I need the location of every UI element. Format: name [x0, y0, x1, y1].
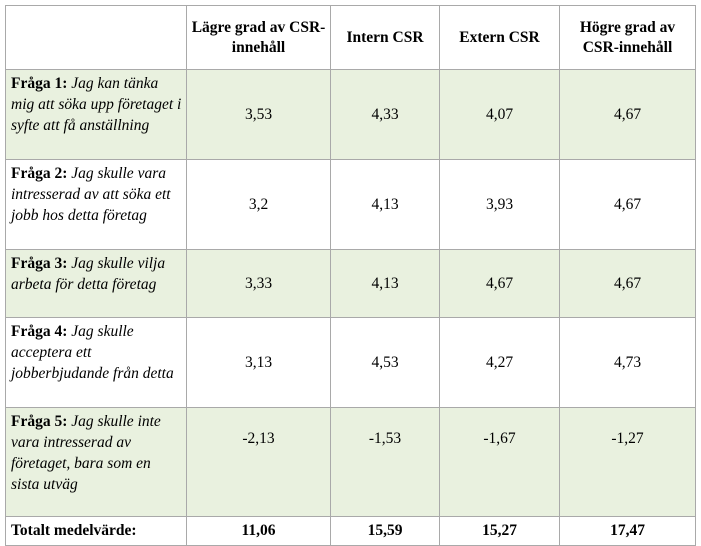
question-cell: Fråga 4: Jag skulle acceptera ett jobber…: [5, 317, 187, 408]
value-cell: 3,33: [186, 249, 331, 318]
value-cell: 3,2: [186, 159, 331, 250]
value-cell: 4,27: [439, 317, 560, 408]
table-row: Fråga 1: Jag kan tänka mig att söka upp …: [5, 69, 696, 160]
question-separator: :: [62, 75, 68, 92]
question-separator: :: [62, 413, 68, 430]
header-cell-internal-csr: Intern CSR: [330, 5, 440, 70]
results-table: Lägre grad av CSR-innehåll Intern CSR Ex…: [5, 5, 696, 546]
header-cell-higher-csr: Högre grad av CSR-innehåll: [559, 5, 696, 70]
value-cell: 3,53: [186, 69, 331, 160]
value-cell: 4,67: [439, 249, 560, 318]
question-label: Fråga 5: [11, 413, 63, 430]
table-row: Fråga 2: Jag skulle vara intresserad av …: [5, 159, 696, 250]
total-label: Totalt medelvärde:: [5, 516, 187, 546]
header-cell-lower-csr: Lägre grad av CSR-innehåll: [186, 5, 331, 70]
header-cell-empty: [5, 5, 187, 70]
value-cell: -1,53: [330, 407, 440, 517]
table-row: Fråga 3: Jag skulle vilja arbeta för det…: [5, 249, 696, 318]
value-cell: 4,33: [330, 69, 440, 160]
question-text: Jag skulle vara intresserad av att söka …: [11, 165, 171, 224]
value-cell: 3,93: [439, 159, 560, 250]
results-table-container: Lägre grad av CSR-innehåll Intern CSR Ex…: [5, 5, 696, 546]
value-cell: -1,67: [439, 407, 560, 517]
question-text: Jag skulle acceptera ett jobberbjudande …: [11, 323, 174, 382]
question-label: Fråga 4: [11, 323, 63, 340]
value-cell: 4,07: [439, 69, 560, 160]
value-cell: 3,13: [186, 317, 331, 408]
value-cell: 4,67: [559, 249, 696, 318]
question-cell: Fråga 1: Jag kan tänka mig att söka upp …: [5, 69, 187, 160]
question-separator: :: [62, 165, 68, 182]
total-value: 15,59: [330, 516, 440, 546]
question-cell: Fråga 3: Jag skulle vilja arbeta för det…: [5, 249, 187, 318]
question-text: Jag skulle vilja arbeta för detta företa…: [11, 255, 166, 293]
question-separator: :: [62, 255, 68, 272]
value-cell: 4,67: [559, 69, 696, 160]
table-row: Fråga 4: Jag skulle acceptera ett jobber…: [5, 317, 696, 408]
question-label: Fråga 1: [11, 75, 63, 92]
value-cell: 4,13: [330, 249, 440, 318]
question-separator: :: [62, 323, 68, 340]
total-value: 11,06: [186, 516, 331, 546]
total-value: 17,47: [559, 516, 696, 546]
total-row: Totalt medelvärde: 11,06 15,59 15,27 17,…: [5, 516, 696, 546]
value-cell: 4,53: [330, 317, 440, 408]
value-cell: -1,27: [559, 407, 696, 517]
header-cell-external-csr: Extern CSR: [439, 5, 560, 70]
value-cell: 4,73: [559, 317, 696, 408]
header-row: Lägre grad av CSR-innehåll Intern CSR Ex…: [5, 5, 696, 70]
question-cell: Fråga 2: Jag skulle vara intresserad av …: [5, 159, 187, 250]
value-cell: -2,13: [186, 407, 331, 517]
question-text: Jag skulle inte vara intresserad av före…: [11, 413, 161, 493]
question-cell: Fråga 5: Jag skulle inte vara intressera…: [5, 407, 187, 517]
question-label: Fråga 3: [11, 255, 63, 272]
value-cell: 4,13: [330, 159, 440, 250]
value-cell: 4,67: [559, 159, 696, 250]
question-text: Jag kan tänka mig att söka upp företaget…: [11, 75, 182, 134]
question-label: Fråga 2: [11, 165, 63, 182]
table-row: Fråga 5: Jag skulle inte vara intressera…: [5, 407, 696, 517]
total-value: 15,27: [439, 516, 560, 546]
